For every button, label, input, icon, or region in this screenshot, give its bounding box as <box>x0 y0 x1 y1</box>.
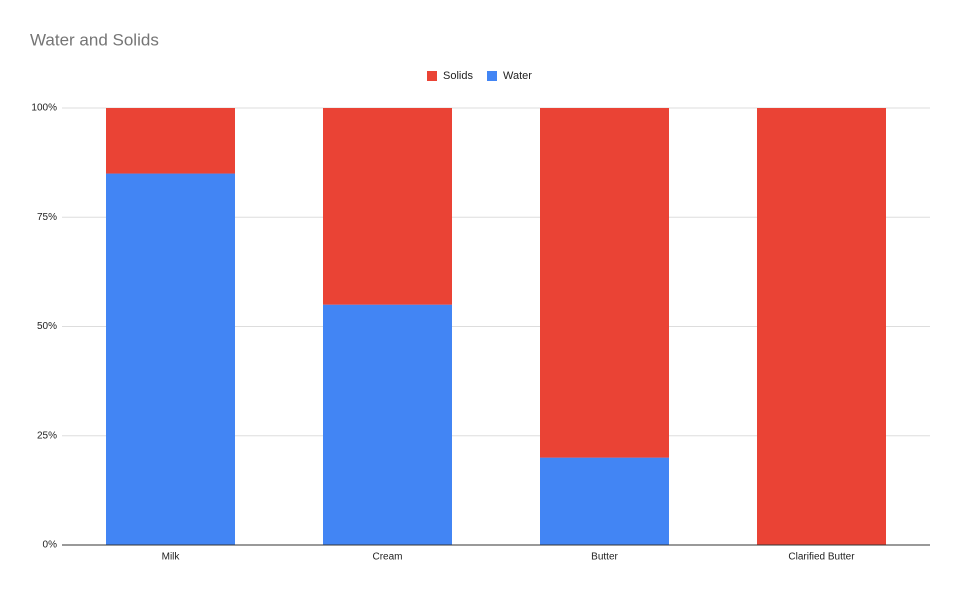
chart-title: Water and Solids <box>30 30 159 49</box>
y-tick-label: 50% <box>37 321 57 332</box>
x-tick-label: Butter <box>591 552 618 563</box>
y-tick-label: 25% <box>37 430 57 441</box>
bar-segment <box>106 108 235 174</box>
legend-label: Water <box>503 70 532 82</box>
legend-swatch <box>427 71 437 81</box>
bar-segment <box>323 304 452 545</box>
x-tick-label: Cream <box>372 552 402 563</box>
x-tick-label: Clarified Butter <box>788 552 855 563</box>
y-tick-label: 0% <box>43 540 58 551</box>
bar-segment <box>540 108 669 458</box>
legend: Solids Water <box>427 70 532 82</box>
bar-segment <box>540 457 669 545</box>
bar-segment <box>757 108 886 545</box>
legend-swatch <box>487 71 497 81</box>
y-tick-label: 100% <box>31 103 57 114</box>
y-tick-label: 75% <box>37 212 57 223</box>
bar-segment <box>323 108 452 305</box>
x-tick-label: Milk <box>162 552 181 563</box>
bar-segment <box>106 173 235 546</box>
legend-label: Solids <box>443 70 473 82</box>
